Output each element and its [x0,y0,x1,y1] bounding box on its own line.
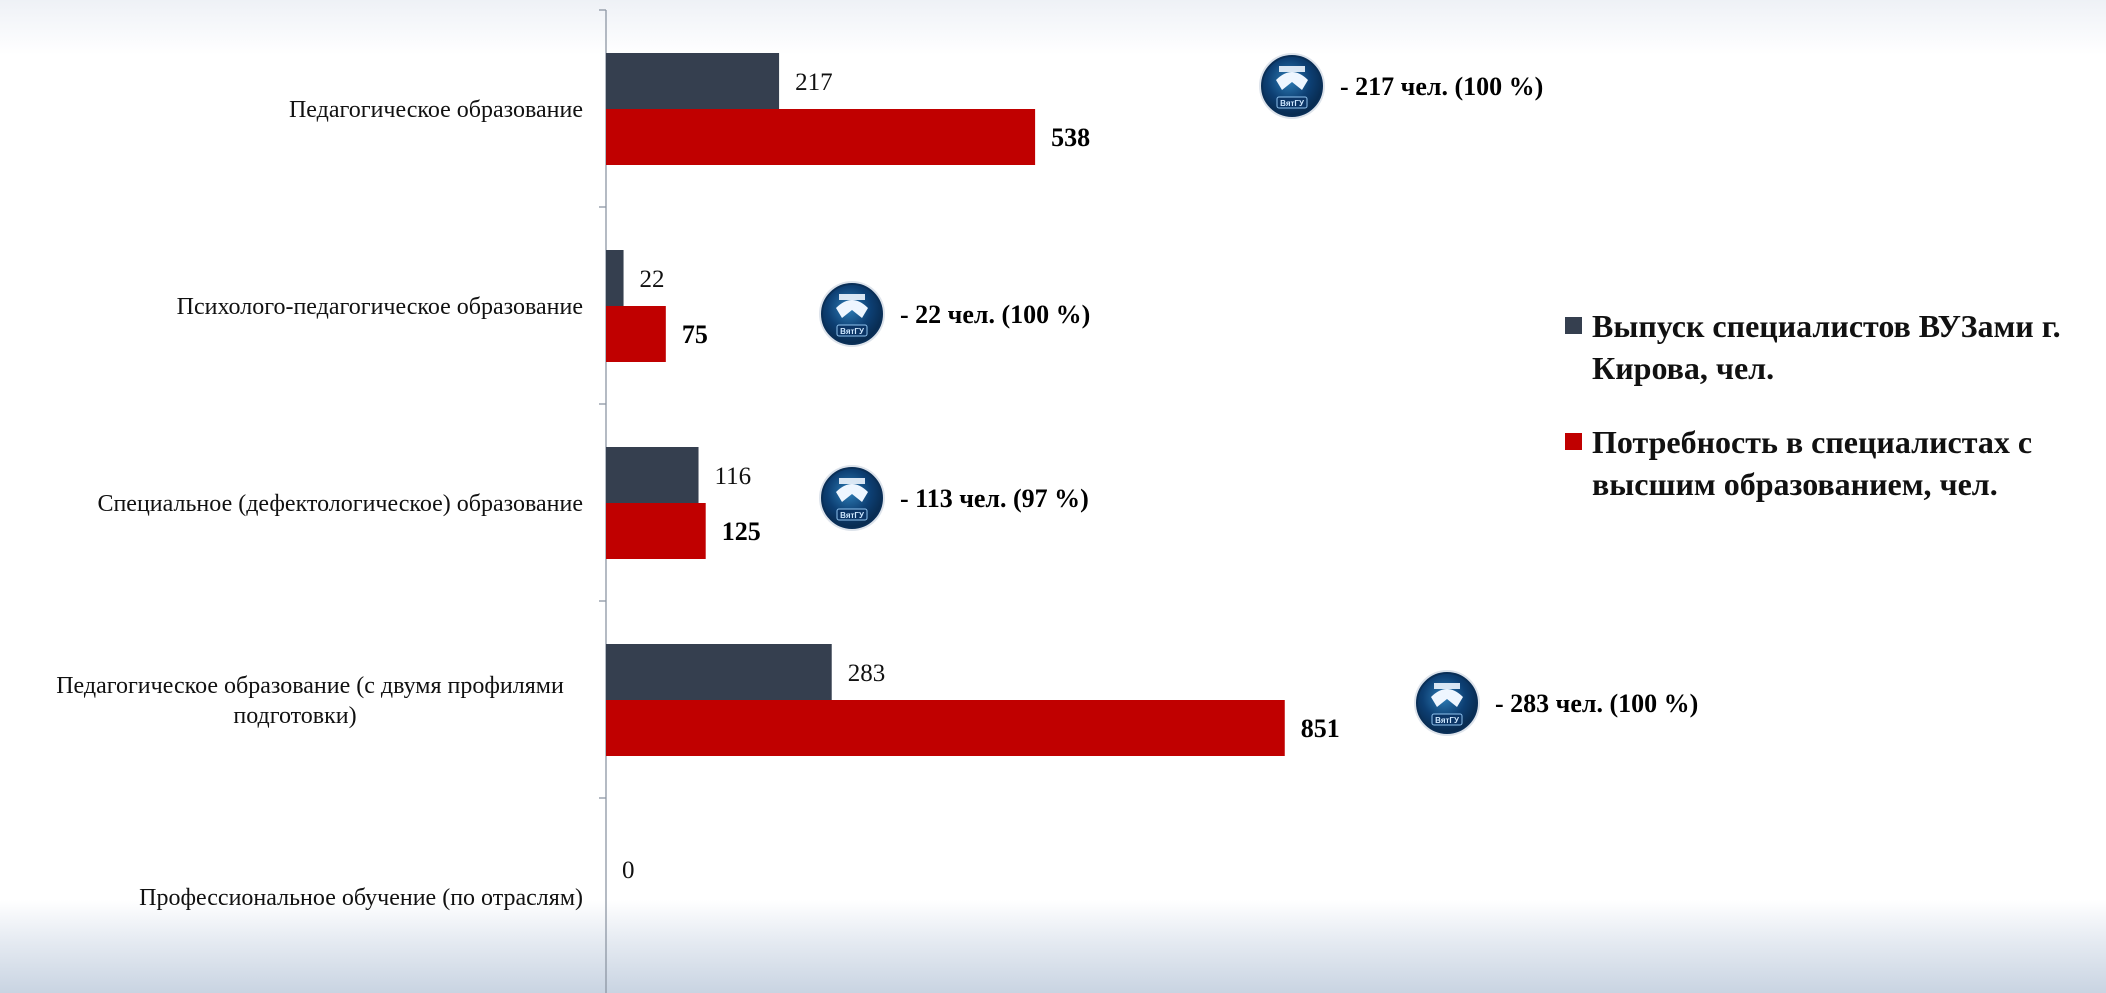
annotation-text: - 113 чел. (97 %) [900,484,1089,513]
bar-demand [606,700,1285,756]
category-label: Профессиональное обучение (по отраслям) [139,885,583,911]
annotation-text: - 217 чел. (100 %) [1340,72,1543,101]
legend-item-graduates: Выпуск специалистов ВУЗами г. Кирова, че… [1565,305,2105,389]
category-label: Педагогическое образование [289,97,583,123]
logo-text: ВятГУ [840,511,865,520]
bar-graduates [606,447,699,503]
axis [599,9,607,993]
legend-swatch-demand [1565,433,1582,450]
annotation-text: - 22 чел. (100 %) [900,300,1090,329]
data-label-demand: 538 [1051,123,1090,152]
bar-graduates [606,644,832,700]
bar-graduates [606,53,780,109]
data-label-graduates: 283 [848,660,886,687]
vyatgu-logo-icon: ВятГУ [1414,670,1480,736]
bar-demand [606,306,666,362]
labels: Педагогическое образование 217 538 Психолог… [56,69,1340,911]
annotation-text: - 283 чел. (100 %) [1495,689,1698,718]
category-label: Специальное (дефектологическое) образова… [97,491,583,517]
logo-text: ВятГУ [1280,99,1305,108]
data-label-demand: 75 [682,320,708,349]
annotations: ВятГУ - 217 чел. (100 %) ВятГУ - 22 чел. (1… [819,53,1698,736]
legend-swatch-graduates [1565,317,1582,334]
legend-item-demand: Потребность в специалистах с высшим обра… [1565,421,2105,505]
bars [606,53,1285,756]
bar-graduates [606,250,624,306]
legend-label-demand: Потребность в специалистах с высшим обра… [1592,424,2033,502]
data-label-demand: 125 [722,517,761,546]
category-label: Психолого-педагогическое образование [177,294,583,320]
data-label-demand: 851 [1301,714,1340,743]
bar-demand [606,109,1036,165]
vyatgu-logo-icon: ВятГУ [1259,53,1325,119]
bar-demand [606,503,706,559]
vyatgu-logo-icon: ВятГУ [819,465,885,531]
category-label: Педагогическое образование (с двумя проф… [56,673,564,729]
data-label-graduates: 116 [715,463,752,490]
data-label-graduates: 0 [622,857,635,884]
data-label-graduates: 22 [640,266,665,293]
legend-label-graduates: Выпуск специалистов ВУЗами г. Кирова, че… [1592,308,2061,386]
logo-text: ВятГУ [840,327,865,336]
logo-text: ВятГУ [1435,716,1460,725]
vyatgu-logo-icon: ВятГУ [819,281,885,347]
data-label-graduates: 217 [795,69,833,96]
legend: Выпуск специалистов ВУЗами г. Кирова, че… [1565,305,2105,537]
